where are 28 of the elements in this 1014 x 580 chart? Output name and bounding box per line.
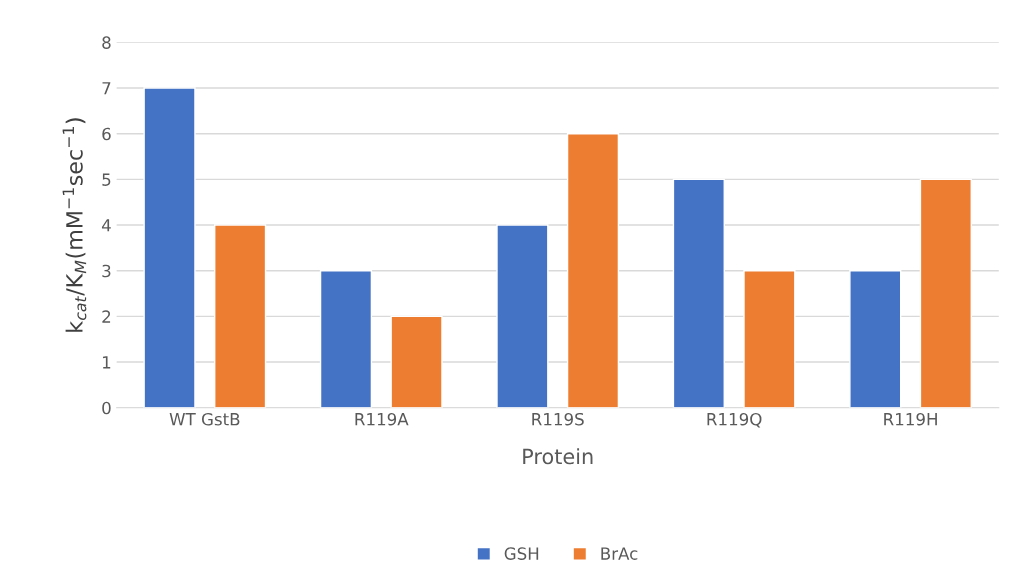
text: k$_{cat}$/K$_{M}$(mM$^{−1}$sec$^{−1}$) — [62, 118, 87, 332]
bar — [214, 224, 267, 408]
legend-label: BrAc — [601, 547, 638, 560]
bar — [849, 270, 902, 408]
y-tick-label: 3 — [102, 264, 111, 278]
legend-label: GSH — [504, 547, 539, 560]
y-tick-label: 0 — [102, 401, 111, 415]
x-tick-label: WT GstB — [169, 412, 240, 426]
y-tick-label: 1 — [102, 356, 111, 369]
bar — [743, 270, 796, 408]
y-tick-label: 4 — [101, 219, 111, 232]
bar — [390, 315, 443, 408]
x-tick-label: R119S — [532, 412, 584, 426]
bar — [319, 270, 373, 408]
x-tick-label: R119Q — [707, 412, 762, 428]
x-tick-label: R119H — [884, 412, 937, 426]
x-tick-label: R119A — [355, 412, 409, 426]
bar — [919, 178, 972, 408]
bar — [672, 178, 725, 408]
bar — [566, 132, 620, 408]
y-tick-label: 6 — [102, 127, 111, 141]
bar — [143, 87, 196, 408]
y-tick-label: 2 — [102, 310, 111, 323]
bar — [496, 224, 549, 408]
y-tick-label: 8 — [102, 36, 111, 49]
x-axis-title: Protein — [523, 448, 593, 465]
y-tick-label: 5 — [102, 173, 111, 186]
y-tick-label: 7 — [102, 82, 111, 95]
